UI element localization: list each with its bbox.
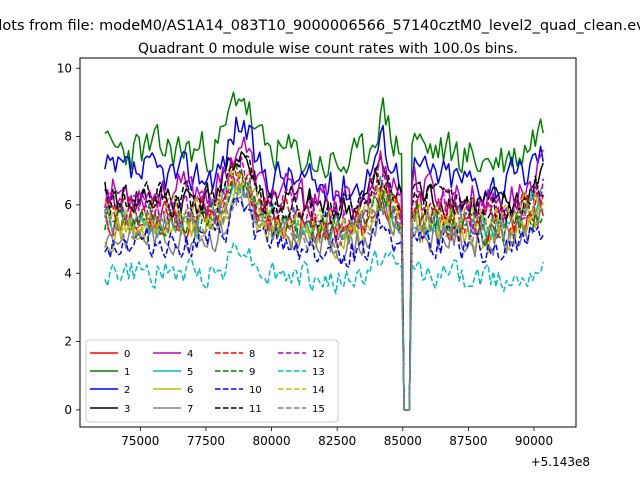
chart-title: Quadrant 0 module wise count rates with … [138, 41, 518, 57]
y-tick-label: 8 [64, 130, 72, 144]
x-axis: 75000 77500 80000 82500 85000 87500 90000 [121, 427, 553, 448]
y-tick-label: 4 [64, 266, 72, 280]
x-tick-label: 87500 [449, 434, 487, 448]
x-tick-label: 77500 [187, 434, 225, 448]
legend-label-1: 1 [124, 367, 130, 378]
legend-label-5: 5 [187, 367, 193, 378]
legend-label-14: 14 [312, 385, 325, 396]
y-tick-label: 10 [57, 61, 72, 75]
figure-suptitle: Plots from file: modeM0/AS1A14_083T10_90… [0, 18, 640, 34]
series-line-1 [104, 91, 544, 411]
series-line-4 [104, 136, 544, 411]
legend-label-9: 9 [249, 367, 255, 378]
series-line-10 [104, 196, 544, 411]
y-axis: 0 2 4 6 8 10 [57, 61, 80, 417]
series-line-15 [104, 180, 544, 411]
x-axis-offset-label: +5.143e8 [531, 455, 590, 469]
legend-label-0: 0 [124, 349, 130, 360]
legend-label-3: 3 [124, 404, 130, 415]
legend-label-4: 4 [187, 349, 193, 360]
legend-label-10: 10 [249, 385, 262, 396]
y-tick-label: 6 [64, 198, 72, 212]
x-tick-label: 85000 [384, 434, 422, 448]
series-line-11 [104, 155, 544, 411]
series-lines [104, 91, 544, 411]
x-tick-label: 82500 [318, 434, 356, 448]
legend-label-15: 15 [312, 404, 325, 415]
x-tick-label: 75000 [121, 434, 159, 448]
legend-label-11: 11 [249, 404, 262, 415]
series-line-13 [104, 242, 544, 411]
legend-label-8: 8 [249, 349, 255, 360]
plot-frame [79, 57, 577, 428]
x-tick-label: 90000 [515, 434, 553, 448]
series-line-2 [104, 116, 544, 411]
legend-frame [85, 339, 339, 423]
legend-label-6: 6 [187, 385, 193, 396]
series-line-14 [104, 168, 544, 411]
y-tick-label: 0 [64, 403, 72, 417]
legend-label-13: 13 [312, 367, 325, 378]
y-tick-label: 2 [64, 335, 72, 349]
legend-label-2: 2 [124, 385, 130, 396]
legend-label-12: 12 [312, 349, 325, 360]
x-tick-label: 80000 [252, 434, 290, 448]
series-line-7 [104, 196, 544, 411]
legend-label-7: 7 [187, 404, 193, 415]
series-line-12 [104, 156, 544, 411]
